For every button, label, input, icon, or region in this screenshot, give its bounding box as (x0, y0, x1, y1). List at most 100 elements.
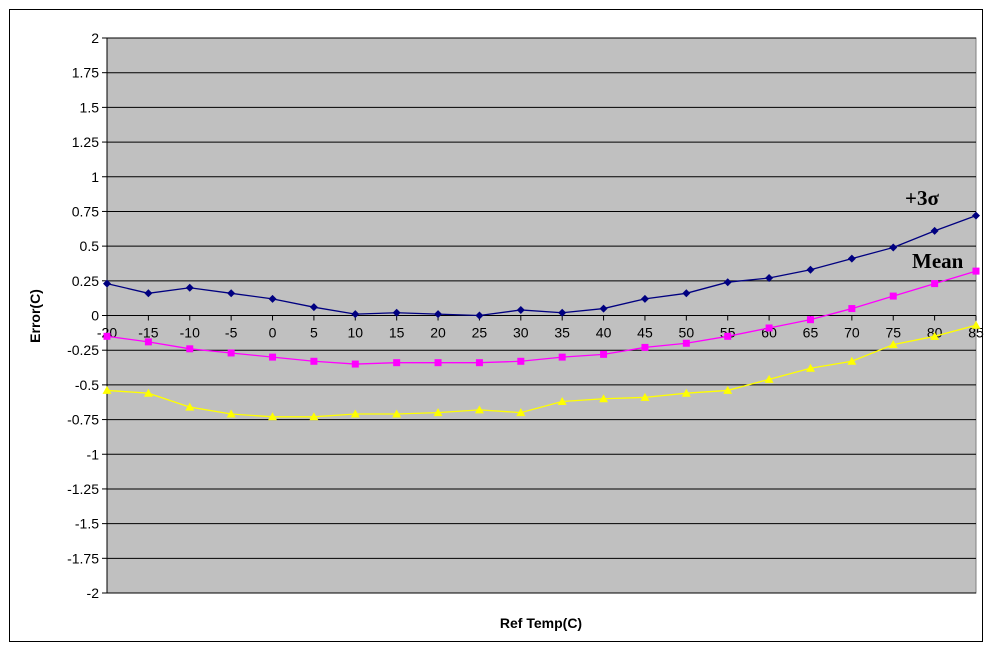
series-line (106, 214, 977, 317)
y-tick-label: -1.25 (67, 481, 99, 497)
data-point (268, 294, 277, 303)
data-point (351, 360, 359, 368)
series-0 (103, 211, 980, 320)
data-point (723, 385, 733, 394)
data-point (186, 345, 194, 353)
x-tick-label: 20 (430, 325, 446, 341)
x-tick-label: -15 (138, 325, 158, 341)
data-point (848, 305, 856, 313)
x-tick-label: 0 (269, 325, 277, 341)
data-point (309, 412, 319, 421)
data-point (600, 350, 608, 358)
y-tick-label: 2 (91, 30, 99, 46)
data-point (516, 305, 525, 314)
series-1 (103, 267, 980, 368)
data-point (847, 254, 856, 263)
y-tick-label: 0.75 (72, 203, 99, 219)
y-tick-label: 1 (91, 169, 99, 185)
data-point (517, 357, 525, 365)
data-point (102, 385, 112, 394)
data-point (351, 310, 360, 319)
x-tick-label: -10 (180, 325, 200, 341)
data-point (268, 412, 278, 421)
data-point (723, 278, 732, 287)
y-tick-label: -1 (87, 446, 100, 462)
series-2 (102, 320, 981, 421)
series-line (106, 270, 977, 365)
data-point (764, 374, 774, 383)
data-point (269, 353, 277, 361)
data-point (475, 359, 483, 367)
y-tick-label: -0.25 (67, 342, 99, 358)
x-tick-label: 15 (389, 325, 405, 341)
data-point (144, 289, 153, 298)
series-line (106, 324, 977, 418)
data-point (930, 331, 940, 340)
data-point (971, 320, 981, 329)
x-tick-label: 25 (472, 325, 488, 341)
data-point (227, 289, 236, 298)
x-axis-title: Ref Temp(C) (500, 615, 582, 631)
data-point (103, 332, 111, 340)
data-point (847, 356, 857, 365)
series-group (102, 211, 981, 421)
data-point (599, 304, 608, 313)
data-point (806, 265, 815, 274)
data-point (889, 243, 898, 252)
data-point (641, 343, 649, 351)
data-point (682, 289, 691, 298)
data-point (765, 324, 773, 332)
data-point (350, 409, 360, 418)
data-point (434, 359, 442, 367)
x-tick-label: 30 (513, 325, 529, 341)
data-point (599, 394, 609, 403)
x-tick-label: 75 (885, 325, 901, 341)
y-tick-label: 1.75 (72, 65, 99, 81)
x-tick-label: 10 (347, 325, 363, 341)
y-tick-labels: 2 1.75 1.5 1.25 1 0.75 0.5 0.25 0 -0.25 -0.5 -0.75 -… (67, 30, 99, 601)
data-point (393, 359, 401, 367)
data-point (558, 353, 566, 361)
x-tick-label: 50 (679, 325, 695, 341)
y-tick-label: 0.25 (72, 273, 99, 289)
data-point (103, 279, 111, 288)
data-point (806, 316, 814, 324)
data-point (681, 388, 691, 397)
data-point (640, 392, 650, 401)
y-axis-title: Error(C) (27, 289, 43, 343)
data-point (226, 409, 236, 418)
gridlines (102, 37, 977, 594)
x-tick-label: 35 (554, 325, 570, 341)
y-tick-label: -0.75 (67, 412, 99, 428)
data-point (682, 339, 690, 347)
data-point (475, 311, 484, 320)
data-point (185, 283, 194, 292)
data-point (309, 303, 318, 312)
data-point (310, 357, 318, 365)
data-point (143, 388, 153, 397)
data-point (185, 402, 195, 411)
y-tick-label: 0.5 (80, 238, 100, 254)
x-tick-label: 45 (637, 325, 653, 341)
data-point (930, 226, 939, 235)
data-point (931, 280, 939, 288)
data-point (392, 308, 401, 317)
data-point (972, 267, 980, 275)
data-point (516, 408, 526, 417)
y-tick-label: -1.5 (75, 516, 99, 532)
data-point (434, 310, 443, 319)
data-point (227, 349, 235, 357)
x-tick-label: 40 (596, 325, 612, 341)
data-point (392, 409, 402, 418)
y-tick-label: 1.5 (80, 99, 100, 115)
data-point (765, 274, 774, 283)
data-point (474, 405, 484, 414)
y-tick-label: 0 (91, 308, 99, 324)
x-tick-label: -5 (225, 325, 238, 341)
x-tick-label: 65 (803, 325, 819, 341)
data-point (888, 340, 898, 349)
data-point (805, 363, 815, 372)
data-point (144, 338, 152, 346)
x-tick-label: 70 (844, 325, 860, 341)
